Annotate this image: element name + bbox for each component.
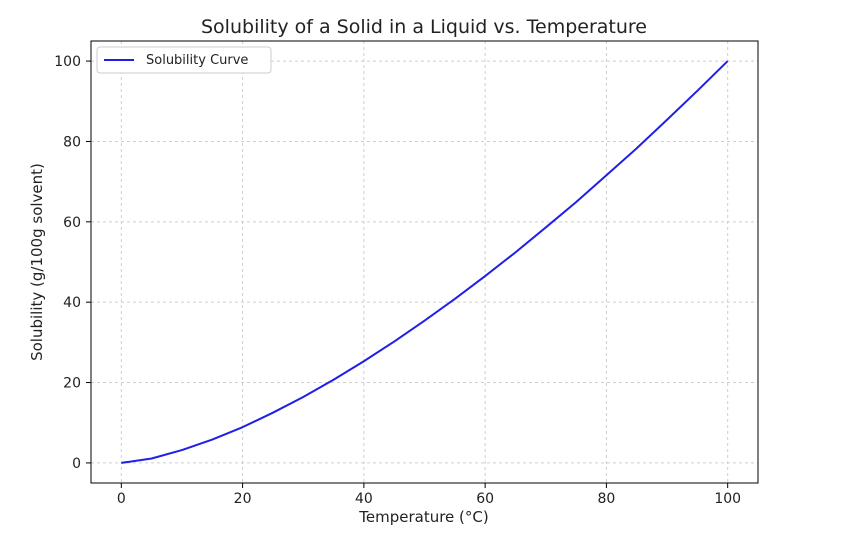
y-tick-label: 100: [54, 54, 81, 70]
chart-title: Solubility of a Solid in a Liquid vs. Te…: [201, 16, 647, 38]
series-layer: [121, 60, 729, 464]
y-tick-label: 80: [63, 134, 81, 150]
x-tick-label: 20: [234, 491, 252, 507]
x-axis: 0 20 40 60 80 100: [117, 483, 741, 507]
y-tick-label: 60: [63, 215, 81, 231]
y-axis-label: Solubility (g/100g solvent): [28, 163, 46, 361]
x-tick-label: 80: [597, 491, 615, 507]
grid: [91, 41, 758, 483]
legend-box: [96, 46, 272, 74]
x-tick-label: 60: [476, 491, 494, 507]
y-tick-label: 40: [63, 295, 81, 311]
series-line: [121, 60, 729, 464]
y-axis: 0 20 40 60 80 100: [54, 54, 91, 472]
plot-frame: [90, 40, 759, 484]
x-tick-label: 100: [714, 491, 741, 507]
x-axis-label: Temperature (°C): [358, 508, 488, 526]
x-tick-label: 0: [117, 491, 126, 507]
y-tick-label: 0: [72, 456, 81, 472]
legend-label: Solubility Curve: [146, 53, 248, 68]
y-tick-label: 20: [63, 376, 81, 392]
legend: Solubility Curve: [96, 46, 272, 74]
x-tick-label: 40: [355, 491, 373, 507]
